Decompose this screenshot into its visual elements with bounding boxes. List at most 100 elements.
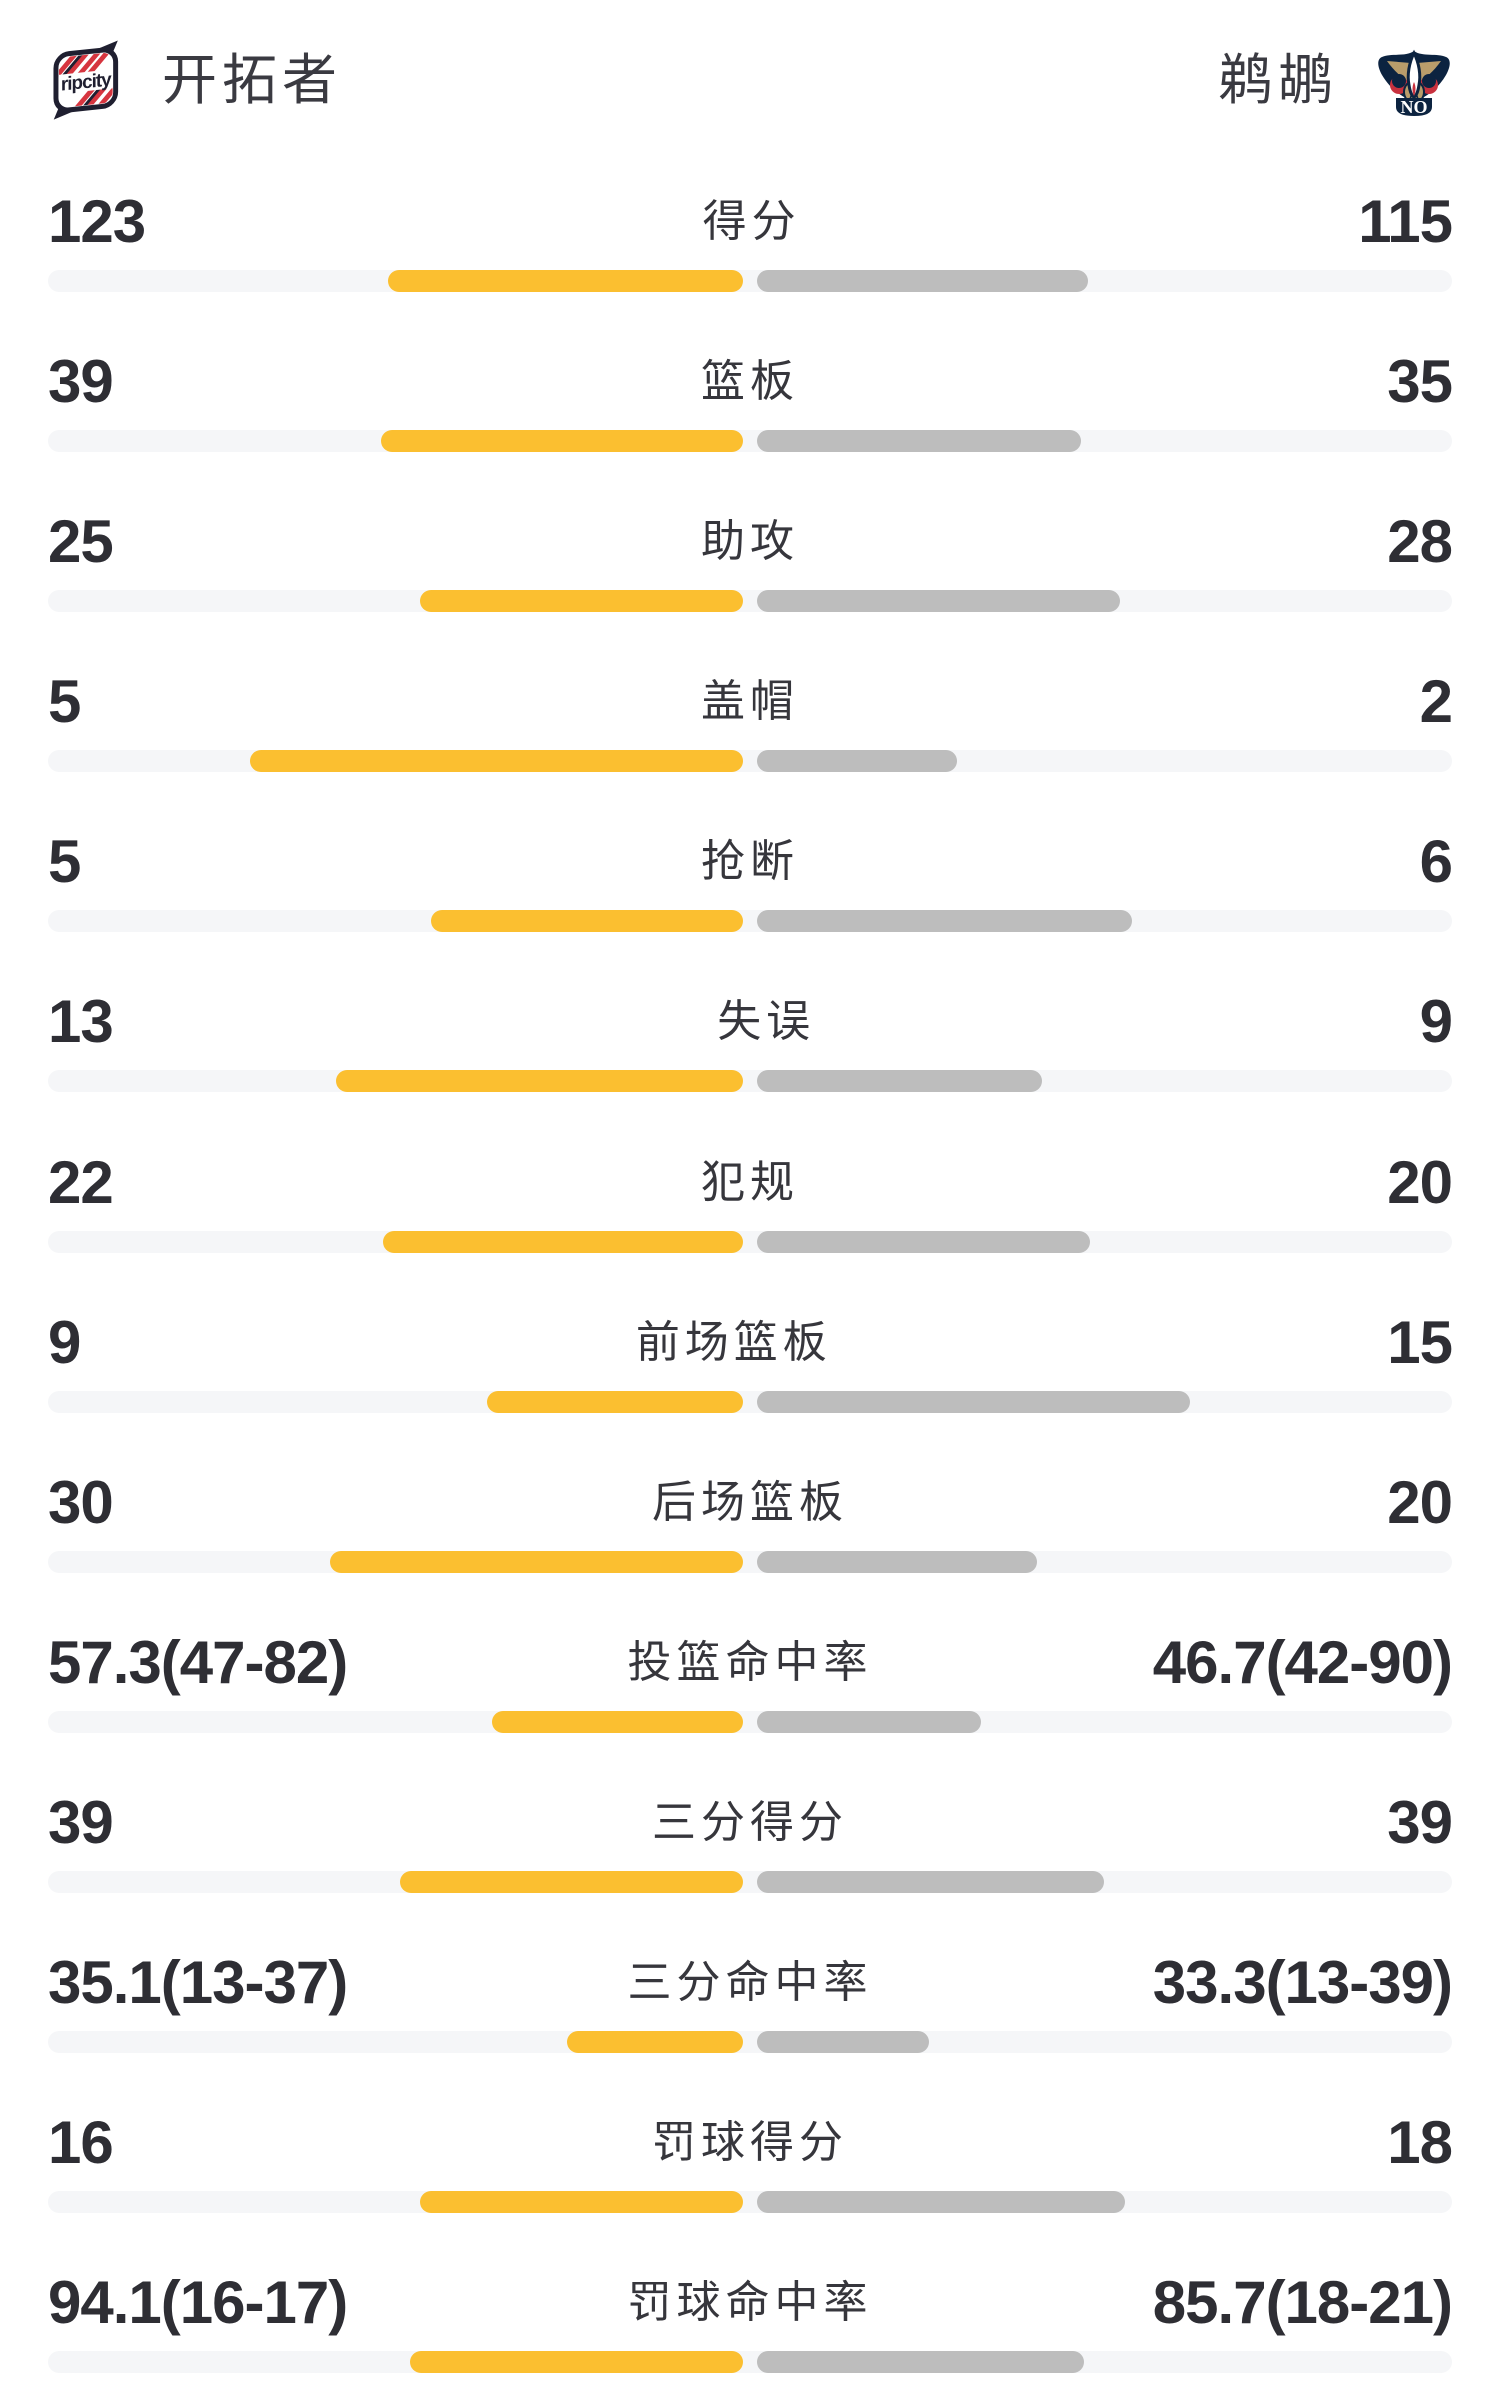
home-value: 25: [48, 508, 114, 576]
home-bar: [492, 1710, 743, 1733]
stat-row: 39 三分得分 39: [0, 1788, 1500, 1951]
stat-row: 16 罚球得分 18: [0, 2111, 1500, 2271]
home-bar: [330, 1550, 743, 1573]
away-bar: [757, 1390, 1190, 1413]
home-value: 57.3(47-82): [48, 1628, 348, 1696]
header: ripcity 开拓者 鹈鹕: [48, 36, 1452, 124]
stat-value-line: 35.1(13-37) 三分命中率 33.3(13-39): [48, 1949, 1453, 2017]
stat-bar-track: [48, 750, 1452, 773]
stat-bar-track: [48, 1070, 1452, 1093]
stat-label: 三分命中率: [627, 1958, 873, 2008]
away-bar: [757, 430, 1081, 453]
home-value: 13: [48, 988, 114, 1056]
away-bar: [757, 1870, 1104, 1893]
away-value: 9: [1419, 988, 1453, 1056]
stat-row: 9 前场篮板 15: [0, 1308, 1500, 1471]
away-value: 85.7(18-21): [1152, 2269, 1453, 2337]
home-bar: [250, 750, 743, 773]
away-value: 28: [1387, 508, 1453, 576]
stat-row: 22 犯规 20: [0, 1148, 1500, 1311]
home-value: 35.1(13-37): [48, 1949, 348, 2017]
away-team: 鹈鹕 NO: [1218, 40, 1452, 120]
pelicans-logo-icon: NO: [1376, 40, 1452, 120]
home-team: ripcity 开拓者: [48, 40, 342, 120]
stat-bar-track: [48, 1550, 1452, 1573]
home-bar: [381, 430, 743, 453]
home-team-name: 开拓者: [162, 49, 343, 111]
home-bar: [410, 2351, 743, 2374]
stat-value-line: 5 抢断 6: [48, 828, 1453, 896]
stat-row: 30 后场篮板 20: [0, 1468, 1500, 1631]
away-bar: [757, 910, 1132, 933]
stat-row: 57.3(47-82) 投篮命中率 46.7(42-90): [0, 1628, 1500, 1791]
stat-bar-track: [48, 270, 1452, 292]
away-bar: [757, 1550, 1037, 1573]
stat-row: 94.1(16-17) 罚球命中率 85.7(18-21): [0, 2271, 1500, 2400]
stat-bar-track: [48, 2191, 1452, 2214]
away-value: 33.3(13-39): [1152, 1949, 1453, 2017]
stat-bar-track: [48, 590, 1452, 613]
stat-bar-track: [48, 2351, 1452, 2374]
home-value: 5: [48, 668, 81, 736]
away-bar: [757, 1230, 1090, 1253]
home-bar: [420, 2191, 743, 2214]
home-bar: [383, 1230, 743, 1253]
away-value: 39: [1387, 1788, 1453, 1856]
away-bar: [757, 750, 957, 773]
stat-value-line: 22 犯规 20: [48, 1148, 1453, 1216]
stat-value-line: 57.3(47-82) 投篮命中率 46.7(42-90): [48, 1628, 1453, 1696]
stat-label: 犯规: [701, 1157, 799, 1207]
home-bar: [336, 1070, 743, 1093]
away-value: 6: [1419, 828, 1453, 896]
home-value: 5: [48, 828, 81, 896]
away-team-name: 鹈鹕: [1217, 49, 1338, 111]
home-value: 22: [48, 1148, 114, 1216]
stat-row: 5 抢断 6: [0, 830, 1500, 990]
stat-label: 得分: [702, 197, 801, 246]
stat-bar-track: [48, 910, 1452, 933]
stat-bar-track: [48, 430, 1452, 453]
home-value: 16: [48, 2109, 114, 2177]
stat-row: 13 失误 9: [0, 990, 1500, 1150]
stat-label: 投篮命中率: [627, 1637, 873, 1687]
away-value: 46.7(42-90): [1152, 1628, 1453, 1696]
stat-label: 抢断: [701, 837, 799, 887]
away-bar: [757, 2191, 1125, 2214]
home-bar: [400, 1870, 743, 1893]
away-value: 115: [1358, 188, 1453, 255]
stat-bar-track: [48, 2031, 1452, 2054]
stat-label: 罚球得分: [652, 2118, 848, 2168]
stat-row: 123 得分 115: [0, 190, 1500, 350]
away-value: 35: [1387, 348, 1453, 416]
home-bar: [431, 910, 743, 933]
stat-bar-track: [48, 1870, 1452, 1893]
away-bar: [757, 590, 1120, 613]
away-value: 2: [1419, 668, 1453, 736]
away-bar: [757, 1070, 1042, 1093]
stat-value-line: 94.1(16-17) 罚球命中率 85.7(18-21): [48, 2269, 1453, 2337]
away-bar: [757, 1710, 981, 1733]
stat-value-line: 123 得分 115: [48, 188, 1453, 255]
away-value: 15: [1387, 1308, 1453, 1376]
stats-list: 123 得分 115 39 篮板 35 25 助攻 28: [0, 190, 1500, 2400]
stat-label: 盖帽: [701, 677, 799, 727]
home-value: 39: [48, 1788, 114, 1856]
home-bar: [388, 270, 743, 292]
stat-value-line: 25 助攻 28: [48, 508, 1453, 576]
away-bar: [757, 2351, 1084, 2374]
stat-value-line: 39 三分得分 39: [48, 1788, 1453, 1856]
away-value: 18: [1387, 2109, 1453, 2177]
away-bar: [757, 2031, 929, 2054]
away-value: 20: [1387, 1468, 1453, 1536]
stat-label: 前场篮板: [635, 1317, 832, 1367]
stat-value-line: 5 盖帽 2: [48, 668, 1453, 736]
home-value: 9: [48, 1308, 81, 1376]
stat-row: 35.1(13-37) 三分命中率 33.3(13-39): [0, 1951, 1500, 2111]
stat-bar-track: [48, 1230, 1452, 1253]
stat-label: 罚球命中率: [627, 2278, 873, 2328]
stat-value-line: 13 失误 9: [48, 988, 1453, 1056]
stat-row: 25 助攻 28: [0, 510, 1500, 670]
home-value: 39: [48, 348, 114, 416]
stat-value-line: 16 罚球得分 18: [48, 2109, 1453, 2177]
svg-text:NO: NO: [1401, 97, 1428, 117]
